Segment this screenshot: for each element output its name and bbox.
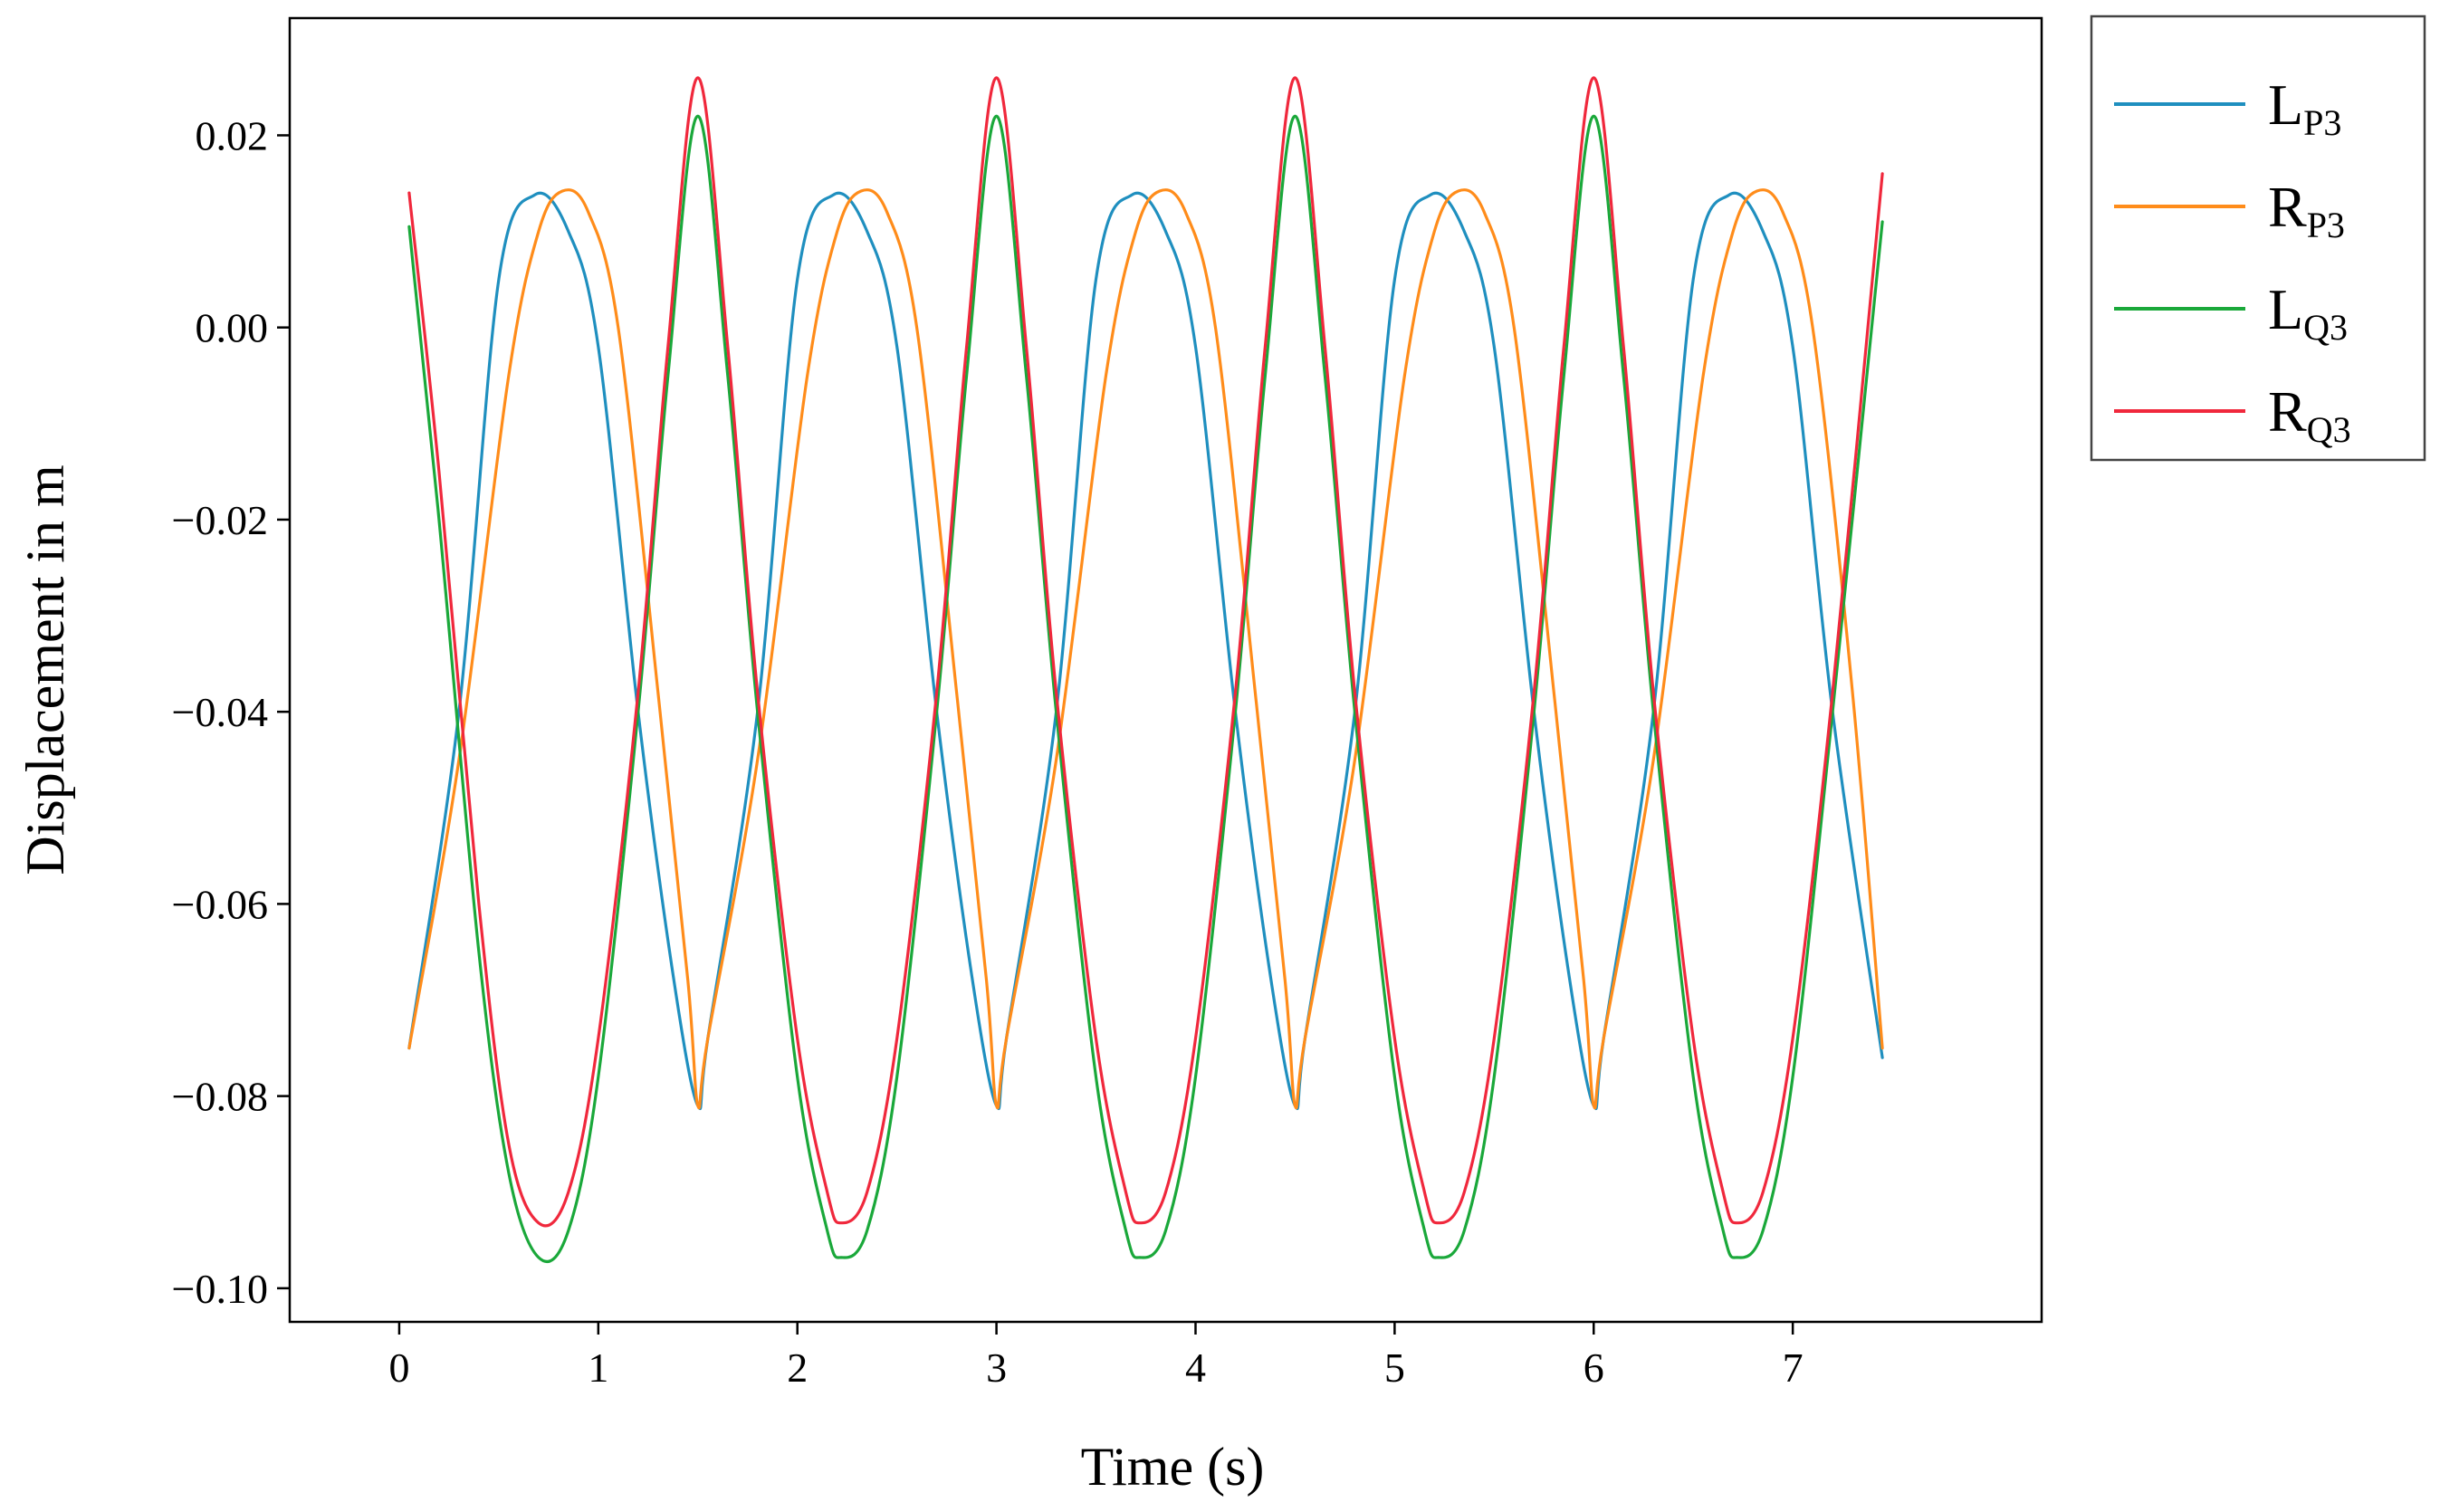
x-tick-label: 5 bbox=[1384, 1345, 1405, 1391]
y-tick-label: 0.02 bbox=[196, 112, 269, 158]
y-tick-label: −0.02 bbox=[172, 497, 268, 543]
series-line-lp3 bbox=[407, 191, 1884, 1111]
legend-entry: LP3 bbox=[2268, 72, 2341, 143]
y-tick-label: −0.08 bbox=[172, 1074, 268, 1120]
x-tick-label: 6 bbox=[1584, 1345, 1604, 1391]
legend-entry-label: L bbox=[2268, 277, 2303, 341]
x-tick-label: 1 bbox=[588, 1345, 608, 1391]
y-tick-label: −0.04 bbox=[172, 689, 268, 735]
legend-entry: LQ3 bbox=[2268, 277, 2348, 348]
x-tick-label: 7 bbox=[1783, 1345, 1804, 1391]
legend-entry-subscript: Q3 bbox=[2303, 307, 2348, 348]
y-axis-label: Displacement in m bbox=[15, 464, 75, 875]
legend-entry-label: R bbox=[2268, 175, 2307, 239]
x-tick-label: 4 bbox=[1185, 1345, 1206, 1391]
series-line-rp3 bbox=[407, 188, 1884, 1110]
legend-entry-subscript: P3 bbox=[2303, 102, 2341, 143]
x-tick-label: 2 bbox=[787, 1345, 808, 1391]
legend-entry: RP3 bbox=[2268, 175, 2345, 245]
y-axis: 0.02 0.00 −0.02 −0.04 −0.06 −0.08 −0.10 bbox=[172, 112, 290, 1312]
y-tick-label: 0.00 bbox=[196, 305, 269, 351]
x-tick-label: 3 bbox=[986, 1345, 1007, 1391]
legend-entry: RQ3 bbox=[2268, 379, 2351, 450]
x-tick-label: 0 bbox=[388, 1345, 409, 1391]
y-tick-label: −0.10 bbox=[172, 1266, 268, 1312]
legend-entry-subscript: Q3 bbox=[2307, 409, 2351, 450]
x-axis-label: Time (s) bbox=[1081, 1437, 1265, 1497]
series-line-rq3 bbox=[407, 76, 1884, 1228]
legend-entry-label: R bbox=[2268, 379, 2307, 444]
legend-box bbox=[2090, 14, 2426, 462]
plot-frame bbox=[288, 16, 2043, 1324]
legend-entry-label: L bbox=[2268, 72, 2303, 137]
x-axis: 0 1 2 3 4 5 6 7 bbox=[388, 1322, 1804, 1391]
series-line-lq3 bbox=[407, 114, 1884, 1263]
legend-entry-subscript: P3 bbox=[2307, 205, 2345, 245]
y-tick-label: −0.06 bbox=[172, 881, 268, 927]
series-layer bbox=[407, 76, 1884, 1263]
